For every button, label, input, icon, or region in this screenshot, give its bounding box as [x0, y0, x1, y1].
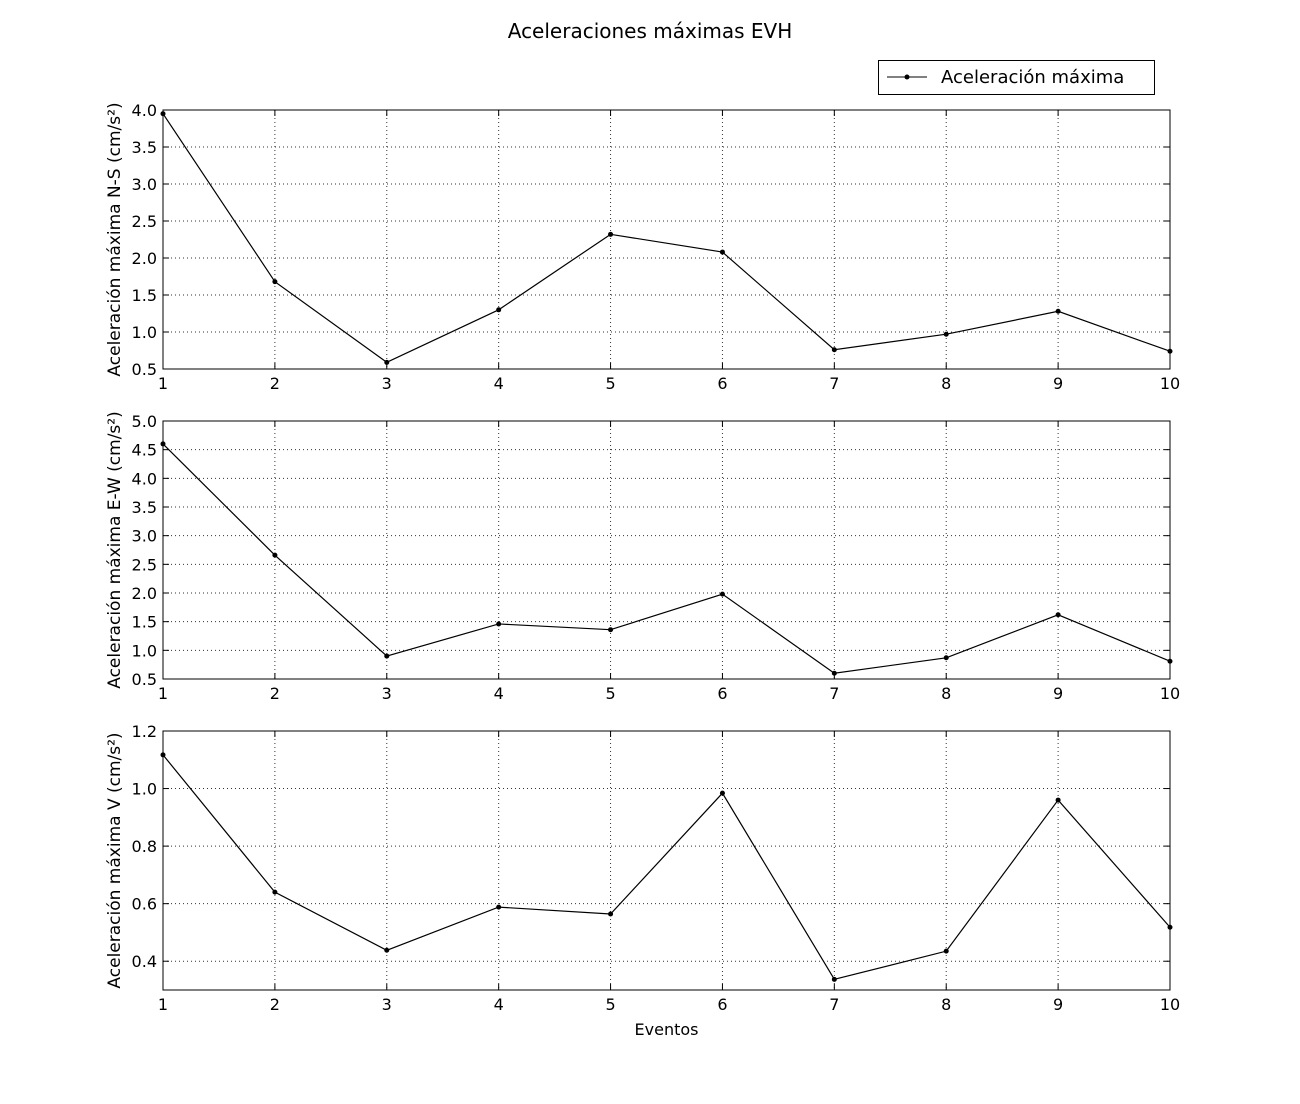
data-point — [496, 307, 502, 313]
y-tick-label: 1.5 — [132, 613, 157, 632]
x-tick-label: 6 — [717, 684, 727, 703]
data-point — [943, 655, 949, 661]
data-point — [719, 790, 725, 796]
data-point — [943, 331, 949, 337]
x-tick-label: 6 — [717, 374, 727, 393]
x-tick-label: 3 — [382, 684, 392, 703]
data-point — [608, 231, 614, 237]
y-tick-label: 3.5 — [132, 138, 157, 157]
data-point — [608, 627, 614, 633]
x-tick-label: 2 — [270, 374, 280, 393]
data-point — [272, 552, 278, 558]
data-point — [1055, 612, 1061, 618]
y-tick-label: 1.0 — [132, 641, 157, 660]
data-point — [384, 947, 390, 953]
x-tick-label: 8 — [941, 684, 951, 703]
y-axis-label: Aceleración máxima N-S (cm/s²) — [105, 102, 125, 376]
x-tick-label: 2 — [270, 684, 280, 703]
y-tick-label: 3.0 — [132, 527, 157, 546]
subplot-2: 1 2 3 4 5 6 7 8 9 10 0.5 1.0 1.5 2.0 2.5 3.0 3.5 4.0 4.5 5.… — [105, 411, 1180, 703]
y-tick-label: 3.5 — [132, 498, 157, 517]
x-tick-label: 9 — [1053, 684, 1063, 703]
data-point — [496, 904, 502, 910]
x-tick-label: 4 — [494, 374, 504, 393]
data-point — [608, 911, 614, 917]
x-tick-label: 3 — [382, 374, 392, 393]
axes-frame — [162, 109, 1171, 370]
x-tick-label: 5 — [605, 684, 615, 703]
data-point — [272, 889, 278, 895]
y-tick-label: 1.5 — [132, 286, 157, 305]
y-tick-label: 0.5 — [132, 360, 157, 379]
x-tick-label: 6 — [717, 995, 727, 1014]
y-axis-label: Aceleración máxima E-W (cm/s²) — [105, 411, 125, 689]
x-tick-label: 8 — [941, 995, 951, 1014]
x-tick-label: 1 — [158, 995, 168, 1014]
series-line — [162, 754, 1171, 981]
x-tick-label: 9 — [1053, 995, 1063, 1014]
y-tick-label: 0.5 — [132, 670, 157, 689]
y-tick-label: 4.5 — [132, 441, 157, 460]
x-tick-label: 7 — [829, 684, 839, 703]
data-point — [719, 249, 725, 255]
y-tick-label: 1.0 — [132, 780, 157, 799]
data-point — [831, 976, 837, 982]
x-tick-label: 5 — [605, 374, 615, 393]
chart-title: Aceleraciones máximas EVH — [508, 19, 793, 43]
x-tick-label: 10 — [1160, 995, 1180, 1014]
legend-label: Aceleración máxima — [941, 67, 1124, 88]
x-tick-label: 4 — [494, 684, 504, 703]
x-tick-label: 7 — [829, 995, 839, 1014]
x-tick-label: 4 — [494, 995, 504, 1014]
data-point — [831, 670, 837, 676]
data-point — [384, 653, 390, 659]
x-tick-label: 9 — [1053, 374, 1063, 393]
x-tick-label: 7 — [829, 374, 839, 393]
y-tick-label: 1.0 — [132, 323, 157, 342]
y-tick-label: 4.0 — [132, 101, 157, 120]
y-tick-label: 2.0 — [132, 584, 157, 603]
subplot-3: 1 2 3 4 5 6 7 8 9 10 0.4 0.6 0.8 1.0 1.2 Aceleración má… — [105, 722, 1180, 1039]
y-axis-label: Aceleración máxima V (cm/s²) — [105, 732, 125, 988]
subplot-1: 1 2 3 4 5 6 7 8 9 10 0.5 1.0 1.5 2.0 2.5 3.0 3.5 4.0 Acele… — [105, 101, 1180, 393]
y-tick-label: 0.8 — [132, 837, 157, 856]
y-tick-label: 0.6 — [132, 895, 157, 914]
x-tick-label: 1 — [158, 374, 168, 393]
x-tick-label: 10 — [1160, 684, 1180, 703]
legend-marker — [904, 74, 910, 80]
y-tick-label: 2.5 — [132, 555, 157, 574]
x-tick-label: 8 — [941, 374, 951, 393]
series-line — [162, 443, 1171, 674]
x-tick-label: 5 — [605, 995, 615, 1014]
data-point — [943, 948, 949, 954]
y-tick-label: 1.2 — [132, 722, 157, 741]
data-point — [384, 359, 390, 365]
x-axis-label: Eventos — [635, 1020, 699, 1039]
legend: Aceleración máxima — [878, 60, 1155, 95]
x-tick-label: 3 — [382, 995, 392, 1014]
x-tick-label: 2 — [270, 995, 280, 1014]
y-tick-label: 5.0 — [132, 412, 157, 431]
data-point — [496, 621, 502, 627]
series-line — [162, 113, 1171, 364]
y-tick-label: 0.4 — [132, 952, 157, 971]
y-tick-label: 2.0 — [132, 249, 157, 268]
data-point — [272, 279, 278, 285]
y-tick-label: 3.0 — [132, 175, 157, 194]
data-point — [1055, 308, 1061, 314]
y-tick-label: 2.5 — [132, 212, 157, 231]
y-tick-label: 4.0 — [132, 469, 157, 488]
x-tick-label: 10 — [1160, 374, 1180, 393]
x-tick-label: 1 — [158, 684, 168, 703]
data-point — [831, 347, 837, 353]
axes-frame — [162, 420, 1171, 680]
axes-frame — [162, 730, 1171, 991]
data-point — [719, 591, 725, 597]
data-point — [1055, 797, 1061, 803]
